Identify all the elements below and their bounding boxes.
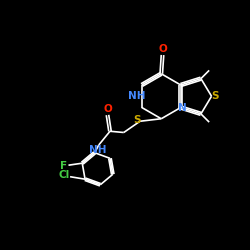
- Text: S: S: [133, 115, 141, 125]
- Text: Cl: Cl: [59, 170, 70, 180]
- Text: O: O: [158, 44, 167, 54]
- Text: N: N: [178, 103, 186, 113]
- Text: F: F: [60, 161, 68, 171]
- Text: NH: NH: [89, 145, 106, 155]
- Text: O: O: [103, 104, 112, 115]
- Text: S: S: [211, 91, 218, 101]
- Text: NH: NH: [128, 91, 146, 101]
